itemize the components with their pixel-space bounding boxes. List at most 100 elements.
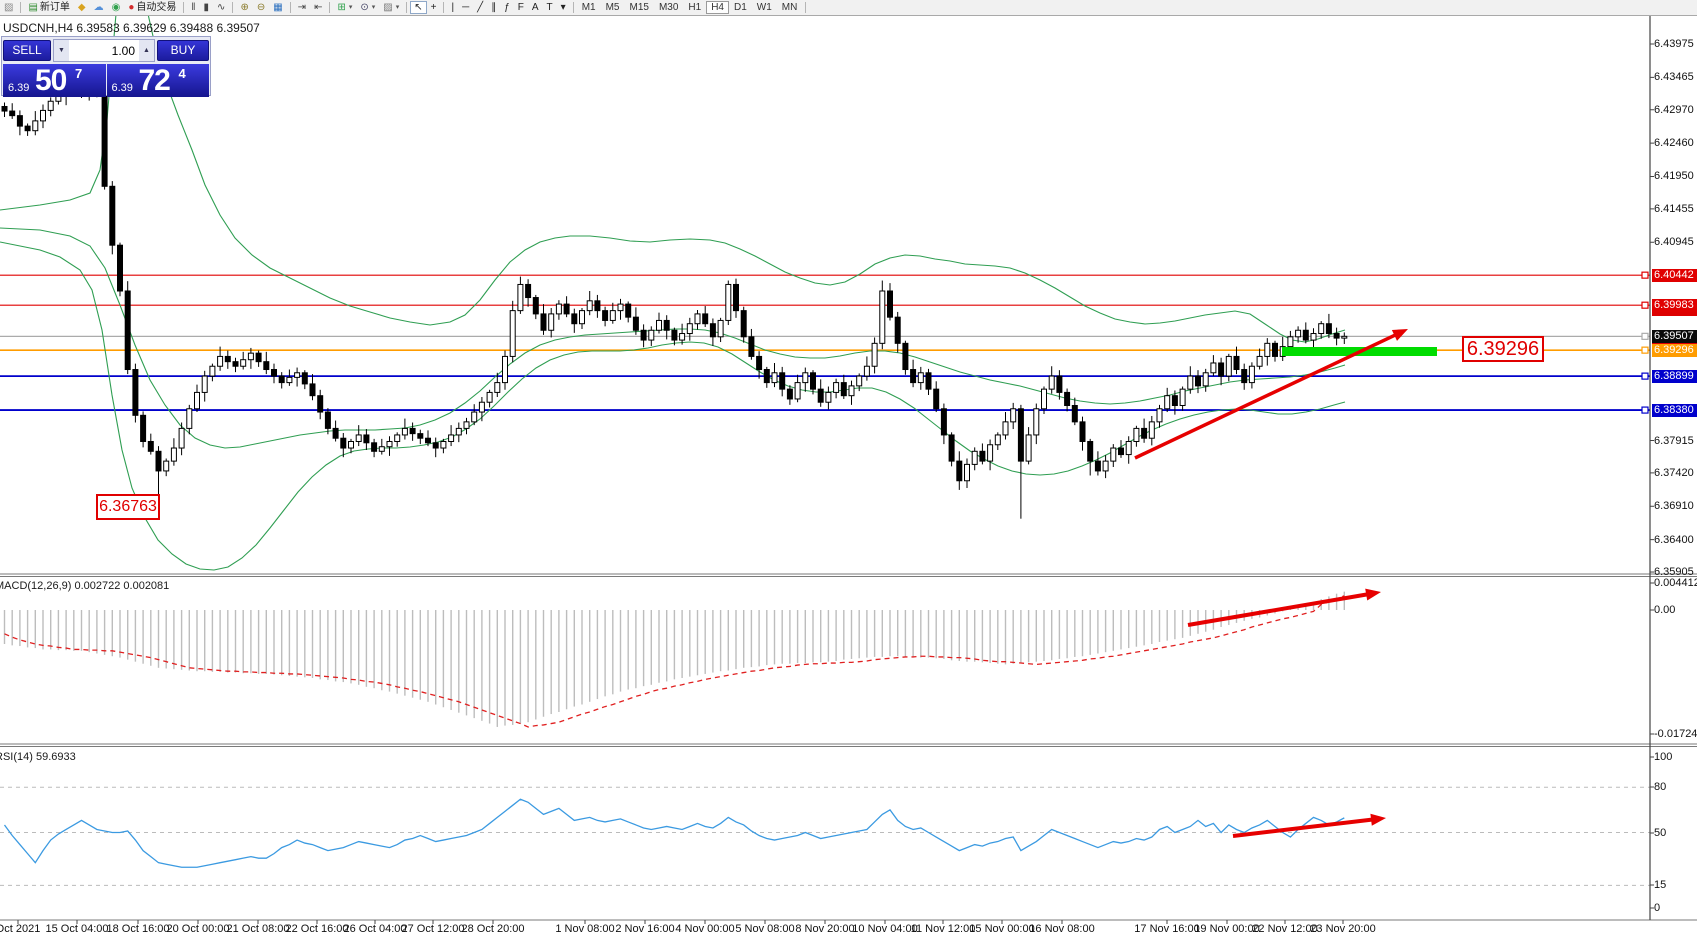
sell-price-pips: 50 [35, 64, 67, 97]
candlestick-chart-button[interactable]: ▮ [200, 1, 214, 14]
tile-windows-button[interactable]: ▦ [269, 1, 286, 14]
trend-arrow[interactable] [1134, 329, 1408, 460]
candle-body [517, 283, 524, 312]
candle-body [255, 352, 262, 363]
volume-decrease-button[interactable]: ▼ [54, 40, 69, 61]
vertical-line-button[interactable]: | [447, 1, 458, 14]
candle-body [810, 372, 816, 390]
candle-body [1218, 362, 1225, 377]
candle-body [194, 391, 200, 410]
time-axis-label: 21 Oct 08:00 [226, 923, 290, 935]
candle-body [694, 313, 701, 325]
bar-chart-button[interactable]: ‖ [187, 1, 199, 14]
candle-body [817, 388, 824, 403]
trendline-button[interactable]: ╱ [473, 1, 487, 14]
candle-body [925, 372, 932, 390]
profile-button[interactable]: ▨ [0, 1, 17, 14]
macd-panel[interactable] [3, 591, 1346, 728]
rsi-panel[interactable] [0, 786, 1650, 886]
timeframe-mn-button[interactable]: MN [777, 1, 803, 14]
candle-body [425, 437, 431, 444]
toolbar: ▨ ▤ 新订单 ◆ ☁ ◉ ● 自动交易 ‖ ▮ ∿ ⊕ ⊖ ▦ ⇥ ⇤ ⊞ ▾ ⊙ ▾ ▨ ▾ ↖ + | ─ ╱ ∥ ƒ F A T ▾ M1… [0, 0, 1697, 16]
chart-shift-button[interactable]: ⇤ [310, 1, 326, 14]
timeframe-d1-button[interactable]: D1 [729, 1, 752, 14]
candle-body [887, 290, 893, 318]
price-axis-tick: 6.37420 [1654, 466, 1694, 479]
time-axis-label: 28 Oct 20:00 [461, 923, 525, 935]
low-price-label[interactable]: 6.36763 [96, 494, 160, 520]
mql5-cloud-button[interactable]: ☁ [90, 1, 108, 14]
time-axis-label: 18 Oct 16:00 [106, 923, 170, 935]
autotrading-button[interactable]: ● 自动交易 [124, 1, 180, 14]
price-line-label: 6.40442 [1652, 268, 1697, 282]
fibo-expansion-button[interactable]: F [514, 1, 528, 14]
candle-body [201, 375, 208, 393]
candle-body [417, 433, 424, 439]
sell-price-display[interactable]: 6.39 50 7 [3, 64, 106, 97]
candle-body [1310, 333, 1317, 341]
fibonacci-button[interactable]: ƒ [500, 1, 514, 14]
crosshair-button[interactable]: + [427, 1, 441, 14]
line-anchor-marker [1641, 372, 1649, 380]
rsi-trend-arrow[interactable] [1232, 813, 1386, 838]
candle-body [494, 382, 501, 393]
timeframe-w1-button[interactable]: W1 [752, 1, 777, 14]
period-button[interactable]: ⊙ ▾ [356, 1, 379, 14]
text-icon: A [531, 1, 539, 13]
volume-input[interactable] [69, 40, 139, 61]
candle-body [301, 372, 308, 385]
cursor-button[interactable]: ↖ [410, 1, 427, 14]
chart-frame [0, 16, 1697, 924]
timeframe-m30-button[interactable]: M30 [654, 1, 683, 14]
auto-scroll-button[interactable]: ⇥ [294, 1, 310, 14]
candle-body [1179, 388, 1186, 407]
candle-body [725, 283, 732, 321]
candle-body [833, 382, 840, 393]
template-icon: ▨ [383, 1, 393, 13]
new-order-button[interactable]: ▤ 新订单 [24, 1, 73, 14]
candle-body [1064, 391, 1071, 407]
dropdown-caret-icon: ▾ [348, 4, 353, 11]
candle-body [1141, 427, 1148, 439]
timeframe-h4-button[interactable]: H4 [706, 1, 729, 14]
channel-button[interactable]: ∥ [487, 1, 500, 14]
candle-body [1164, 395, 1171, 410]
template-button[interactable]: ▨ ▾ [379, 1, 403, 14]
signals-button[interactable]: ◉ [108, 1, 125, 14]
candle-body [1341, 335, 1348, 339]
line-chart-button[interactable]: ∿ [213, 1, 229, 14]
candle-body [1148, 421, 1155, 439]
zoom-out-button[interactable]: ⊖ [253, 1, 269, 14]
line-anchor-marker [1641, 346, 1649, 354]
buy-price-display[interactable]: 6.39 72 4 [106, 64, 209, 97]
label-button[interactable]: T [543, 1, 557, 14]
market-watch-button[interactable]: ◆ [74, 1, 90, 14]
time-axis-label: Oct 2021 [0, 923, 41, 935]
zoom-in-button[interactable]: ⊕ [236, 1, 252, 14]
candle-body [1233, 355, 1240, 371]
timeframe-h1-button[interactable]: H1 [683, 1, 706, 14]
candle-body [409, 427, 416, 435]
timeframe-m15-button[interactable]: M15 [625, 1, 654, 14]
add-indicator-button[interactable]: ⊞ ▾ [333, 1, 356, 14]
timeframe-m5-button[interactable]: M5 [601, 1, 625, 14]
buy-button[interactable]: BUY [157, 40, 209, 61]
text-button[interactable]: A [528, 1, 543, 14]
candle-body [1171, 395, 1178, 407]
macd-trend-arrow[interactable] [1187, 588, 1381, 627]
level-price-label[interactable]: 6.39296 [1462, 336, 1544, 362]
candle-body [717, 319, 724, 338]
candle-body [348, 440, 354, 449]
volume-increase-button[interactable]: ▲ [139, 40, 154, 61]
candle-body [1002, 421, 1009, 436]
horizontal-line-button[interactable]: ─ [458, 1, 473, 14]
main-chart-panel[interactable] [0, 14, 1650, 571]
sell-button[interactable]: SELL [3, 40, 51, 61]
candle-body [1264, 342, 1271, 357]
timeframe-m1-button[interactable]: M1 [577, 1, 601, 14]
time-axis-label: 11 Nov 12:00 [910, 923, 976, 935]
candle-body [340, 437, 347, 449]
candle-body [209, 365, 216, 377]
shapes-button[interactable]: ▾ [557, 1, 570, 14]
